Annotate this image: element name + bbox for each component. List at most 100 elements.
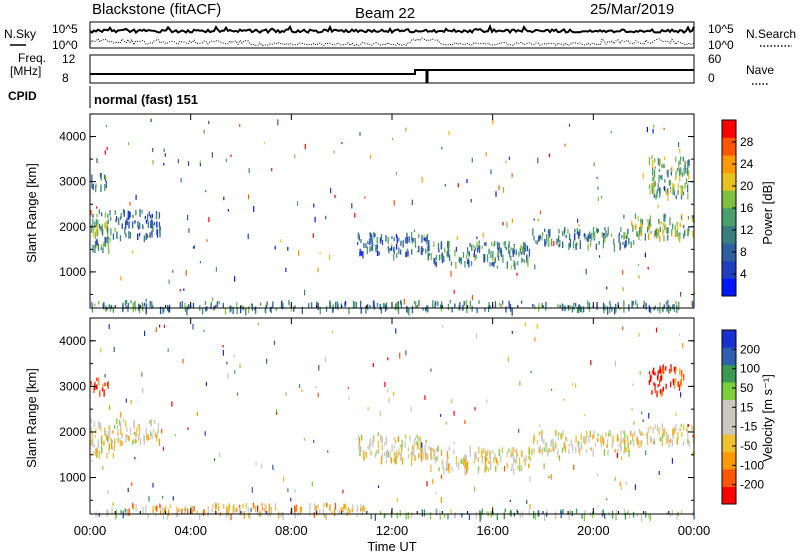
noise-mark <box>633 240 635 246</box>
echo-mark <box>515 449 517 453</box>
echo-mark <box>96 377 98 382</box>
echo-mark <box>623 437 625 444</box>
noise-mark <box>227 209 229 212</box>
noise-mark <box>395 303 397 310</box>
echo-mark <box>453 449 455 455</box>
echo-mark <box>376 244 378 250</box>
echo-mark <box>481 457 483 464</box>
echo-mark <box>596 227 598 233</box>
echo-mark <box>478 446 480 454</box>
echo-mark <box>313 511 315 518</box>
echo-mark <box>212 504 214 508</box>
echo-mark <box>228 508 230 517</box>
echo-mark <box>619 242 621 251</box>
echo-mark <box>653 367 655 376</box>
echo-mark <box>620 430 622 436</box>
echo-mark <box>326 502 328 508</box>
echo-mark <box>299 506 302 515</box>
echo-mark <box>615 306 617 313</box>
echo-mark <box>652 427 654 433</box>
echo-mark <box>636 232 639 238</box>
echo-mark <box>638 232 640 240</box>
echo-mark <box>151 230 153 238</box>
noise-mark <box>648 412 650 419</box>
echo-mark <box>108 249 110 255</box>
noise-mark <box>533 218 535 221</box>
noise-mark <box>598 255 601 258</box>
echo-mark <box>600 435 602 443</box>
echo-mark <box>667 434 670 440</box>
echo-mark <box>435 261 437 267</box>
echo-mark <box>389 248 391 252</box>
noise-mark <box>578 224 580 227</box>
echo-mark <box>331 511 333 515</box>
echo-mark <box>380 456 383 465</box>
noise-mark <box>621 456 623 461</box>
echo-mark <box>663 368 665 375</box>
echo-mark <box>467 251 469 255</box>
noise-mark <box>474 486 476 492</box>
noise-mark <box>426 481 428 487</box>
echo-mark <box>597 433 599 437</box>
echo-mark <box>156 221 158 228</box>
echo-mark <box>665 224 667 230</box>
echo-mark <box>494 257 496 264</box>
echo-mark <box>538 306 540 312</box>
noise-mark <box>155 327 157 332</box>
noise-mark <box>511 173 513 178</box>
noise-mark <box>505 160 507 163</box>
echo-mark <box>676 512 678 520</box>
echo-mark <box>380 234 383 242</box>
nave-tick-bottom: 0 <box>708 71 715 85</box>
echo-mark <box>90 440 93 446</box>
echo-mark <box>672 379 674 383</box>
echo-mark <box>659 194 661 198</box>
echo-mark <box>125 434 128 438</box>
noise-mark <box>301 389 303 392</box>
echo-mark <box>251 303 253 307</box>
echo-mark <box>659 369 662 374</box>
echo-mark <box>497 460 499 466</box>
echo-mark <box>547 237 550 246</box>
echo-mark <box>627 446 629 452</box>
noise-mark <box>248 168 250 173</box>
echo-mark <box>534 512 536 520</box>
echo-mark <box>602 509 604 516</box>
echo-mark <box>117 437 119 444</box>
echo-mark <box>492 450 494 454</box>
y-tick-label: 3000 <box>59 379 86 393</box>
echo-mark <box>202 509 205 516</box>
echo-mark <box>130 300 132 304</box>
echo-mark <box>294 505 296 513</box>
echo-mark <box>94 231 97 240</box>
noise-mark <box>530 370 532 373</box>
echo-mark <box>648 222 650 230</box>
echo-mark <box>657 183 659 191</box>
echo-mark <box>649 426 651 430</box>
echo-mark <box>412 445 414 450</box>
echo-mark <box>481 508 483 516</box>
echo-mark <box>687 215 690 220</box>
echo-mark <box>454 304 456 309</box>
nsky-trace <box>89 23 695 35</box>
echo-mark <box>460 257 462 265</box>
echo-mark <box>101 223 103 230</box>
echo-mark <box>557 432 560 436</box>
echo-mark <box>448 241 450 249</box>
noise-mark <box>590 360 592 366</box>
echo-mark <box>90 381 92 386</box>
echo-mark <box>572 240 575 249</box>
echo-mark <box>418 437 420 442</box>
noise-mark <box>654 166 656 169</box>
echo-mark <box>604 513 606 519</box>
echo-mark <box>671 166 673 173</box>
echo-mark <box>532 438 535 445</box>
echo-mark <box>145 219 148 224</box>
echo-mark <box>399 510 401 517</box>
noise-mark <box>486 399 488 404</box>
echo-mark <box>277 511 280 519</box>
echo-mark <box>550 448 552 453</box>
echo-mark <box>659 305 661 314</box>
